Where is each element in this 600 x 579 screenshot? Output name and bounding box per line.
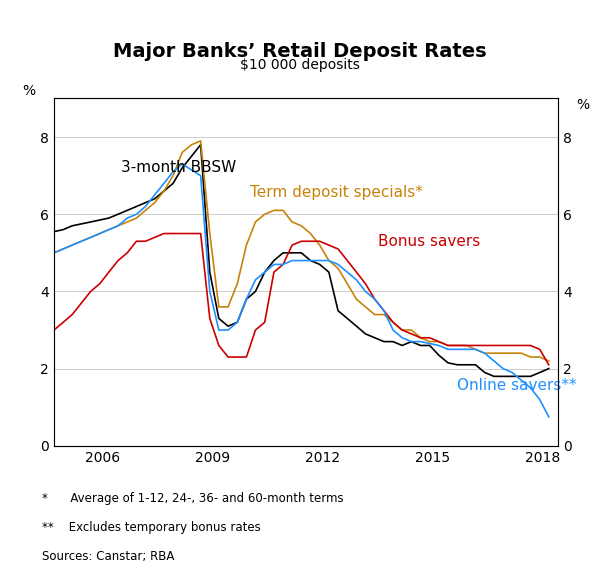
Text: $10 000 deposits: $10 000 deposits bbox=[240, 58, 360, 72]
Text: Bonus savers: Bonus savers bbox=[378, 234, 480, 249]
Text: Online savers**: Online savers** bbox=[457, 379, 577, 394]
Text: Sources: Canstar; RBA: Sources: Canstar; RBA bbox=[42, 550, 175, 563]
Text: Term deposit specials*: Term deposit specials* bbox=[250, 185, 422, 200]
Text: **    Excludes temporary bonus rates: ** Excludes temporary bonus rates bbox=[42, 521, 261, 534]
Text: *      Average of 1-12, 24-, 36- and 60-month terms: * Average of 1-12, 24-, 36- and 60-month… bbox=[42, 492, 344, 505]
Text: 3-month BBSW: 3-month BBSW bbox=[121, 160, 236, 175]
Text: Major Banks’ Retail Deposit Rates: Major Banks’ Retail Deposit Rates bbox=[113, 42, 487, 61]
Y-axis label: %: % bbox=[577, 98, 590, 112]
Y-axis label: %: % bbox=[22, 85, 35, 98]
